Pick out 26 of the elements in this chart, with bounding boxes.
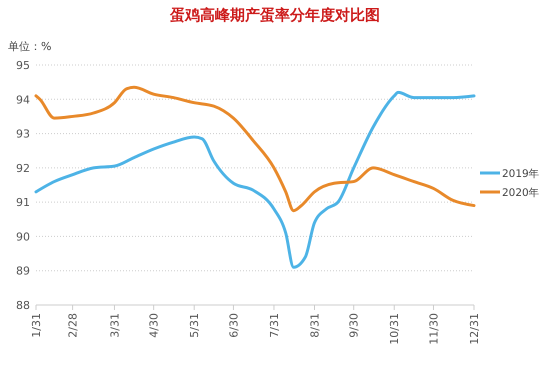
y-tick-label: 91 [16,196,30,210]
x-tick-label: 1/31 [30,313,43,338]
x-tick-label: 4/30 [148,313,161,338]
x-tick-label: 12/31 [468,313,481,345]
x-tick-label: 3/31 [108,313,122,338]
y-tick-label: 94 [16,93,30,106]
line-series [34,86,476,212]
y-tick-label: 92 [16,162,30,175]
y-tick-label: 93 [16,128,30,141]
y-axis-title: 单位：% [8,40,52,53]
x-tick-label: 6/30 [227,313,240,338]
y-tick-label: 89 [16,264,30,278]
y-tick-label: 88 [16,299,30,312]
x-tick-label: 11/30 [427,313,440,345]
chart-title: 蛋鸡高峰期产蛋率分年度对比图 [169,6,380,24]
legend-label: 2020年 [502,187,540,199]
x-tick-label: 7/31 [268,313,281,338]
x-tick-label: 9/30 [348,313,361,338]
legend-label: 2019年 [502,168,540,180]
y-tick-label: 95 [16,59,30,72]
x-tick-label: 10/31 [388,313,402,345]
y-tick-label: 90 [16,230,30,244]
line-series [34,90,476,269]
x-tick-label: 8/31 [308,313,322,338]
x-tick-label: 5/31 [188,313,202,338]
x-tick-label: 2/28 [66,313,80,338]
